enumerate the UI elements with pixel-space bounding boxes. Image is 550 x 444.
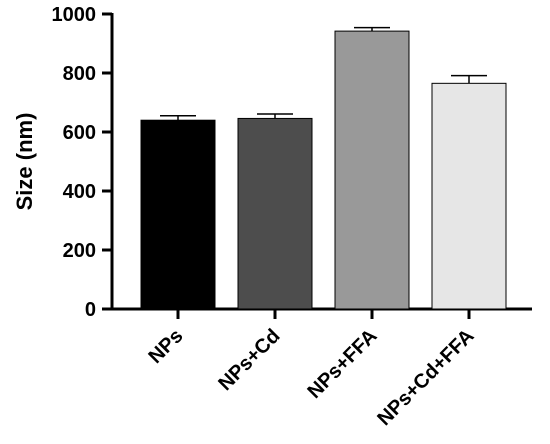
x-tick-label: NPs+Cd+FFA [373, 325, 478, 430]
error-bars [160, 26, 487, 121]
x-tick-label: NPs+Cd [214, 325, 284, 395]
y-tick-label: 600 [63, 122, 96, 144]
bar [237, 117, 313, 310]
y-tick-label: 1000 [52, 4, 97, 26]
bars [140, 30, 507, 310]
x-tick-label: NPs+FFA [303, 325, 381, 403]
y-tick-label: 400 [63, 181, 96, 203]
y-tick-label: 0 [85, 299, 96, 321]
bar [140, 119, 216, 310]
y-tick-label: 800 [63, 63, 96, 85]
x-tick-label: NPs [144, 325, 187, 368]
y-tick-label: 200 [63, 240, 96, 262]
bar [334, 30, 410, 310]
bar [431, 82, 507, 310]
y-axis-title: Size (nm) [12, 113, 37, 211]
